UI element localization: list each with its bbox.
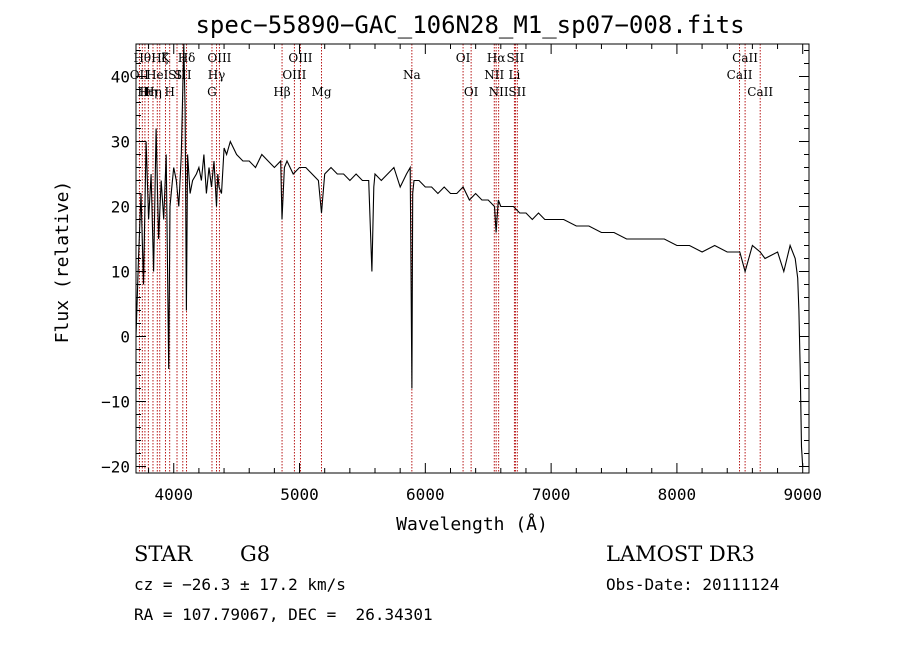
marker-label-5: HeI (146, 68, 169, 82)
marker-label-21: OI (464, 85, 479, 99)
marker-label-18: Mg (312, 85, 332, 99)
x-tick-label-0: 4000 (154, 485, 193, 504)
object-subclass: G8 (240, 542, 270, 566)
y-axis-label: Flux (relative) (52, 181, 73, 344)
marker-label-22: NII (484, 68, 504, 82)
object-class: STAR (134, 542, 193, 566)
y-tick-label-0: −20 (101, 458, 130, 477)
marker-label-14: OIII (207, 51, 231, 65)
marker-label-4: Hη (144, 85, 162, 99)
y-tick-label-1: −10 (101, 393, 130, 412)
marker-label-28: CaII (727, 68, 753, 82)
x-tick-label-2: 6000 (406, 485, 445, 504)
marker-label-15: Hβ (273, 85, 290, 99)
marker-label-16: OIII (282, 68, 306, 82)
marker-label-6: Hζ (151, 51, 168, 65)
marker-label-19: Na (403, 68, 421, 82)
marker-label-27: SII (508, 85, 526, 99)
marker-label-30: CaII (747, 85, 773, 99)
coordinates: RA = 107.79067, DEC = 26.34301 (134, 605, 433, 624)
marker-label-8: H (164, 85, 174, 99)
marker-label-13: Hγ (208, 68, 226, 82)
marker-label-3: Hη (139, 85, 157, 99)
marker-label-25: Li (508, 68, 520, 82)
y-tick-label-4: 20 (111, 198, 130, 217)
x-tick-label-5: 9000 (783, 485, 822, 504)
marker-label-29: CaII (732, 51, 758, 65)
flux-series-line (135, 43, 804, 467)
marker-label-9: SII (168, 68, 186, 82)
y-tick-label-3: 10 (111, 263, 130, 282)
chart-title: spec−55890−GAC_106N28_M1_sp07−008.fits (195, 11, 744, 39)
marker-label-2: Hι (137, 85, 152, 99)
y-tick-label-2: 0 (120, 328, 130, 347)
marker-label-24: NII (489, 85, 509, 99)
marker-label-1: Hθ (133, 51, 151, 65)
y-tick-label-5: 30 (111, 133, 130, 152)
x-tick-label-1: 5000 (280, 485, 319, 504)
y-tick-label-6: 40 (111, 68, 130, 87)
marker-label-26: SII (507, 51, 525, 65)
survey-name: LAMOST DR3 (606, 542, 755, 566)
marker-label-0: OII (130, 68, 150, 82)
marker-label-12: G (207, 85, 217, 99)
x-axis-label: Wavelength (Å) (396, 513, 548, 535)
line-markers (138, 44, 761, 473)
observation-date: Obs-Date: 20111124 (606, 575, 779, 594)
marker-label-23: Hα (487, 51, 506, 65)
marker-label-7: K (161, 51, 171, 65)
x-tick-label-4: 8000 (658, 485, 697, 504)
redshift-cz: cz = −26.3 ± 17.2 km/s (134, 575, 346, 594)
x-tick-label-3: 7000 (532, 485, 571, 504)
plot-frame (135, 43, 810, 474)
marker-label-20: OI (456, 51, 471, 65)
axis-ticks: 4000 5000 6000 7000 8000 9000 −20 −10 0 10 20 30 40 (101, 44, 822, 504)
marker-label-11: Hδ (178, 51, 196, 65)
marker-label-17: OIII (288, 51, 312, 65)
